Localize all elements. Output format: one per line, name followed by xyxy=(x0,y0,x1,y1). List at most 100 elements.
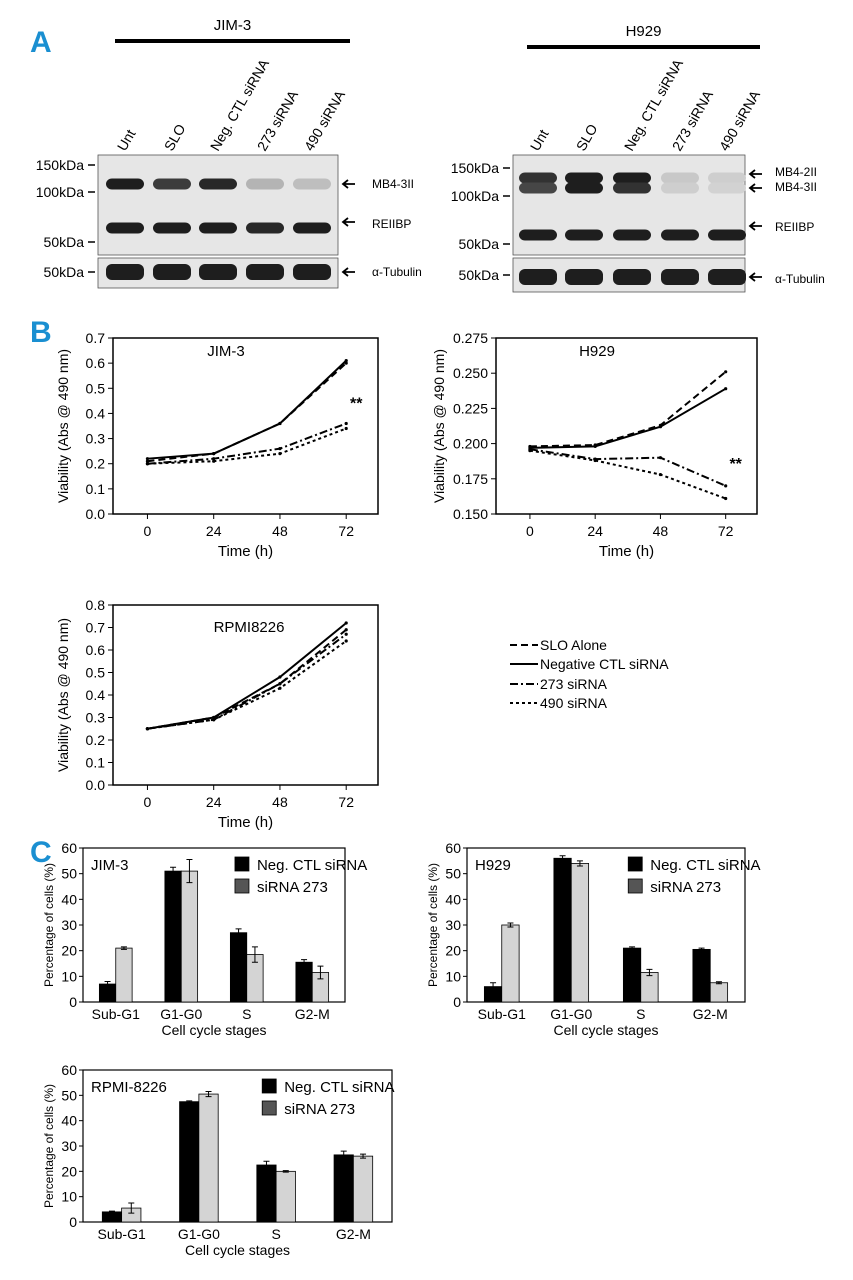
series-line-negative-ctl-sirna xyxy=(147,622,347,730)
error-bar xyxy=(205,1091,212,1098)
data-point xyxy=(145,457,150,461)
error-bar xyxy=(186,1100,193,1103)
band xyxy=(106,178,144,190)
series-line-273-sirna xyxy=(147,422,347,465)
x-tick-label: 72 xyxy=(338,794,354,810)
error-bar xyxy=(235,928,242,938)
data-point xyxy=(278,452,282,456)
error-bar xyxy=(251,946,258,963)
data-point xyxy=(724,484,728,488)
data-point xyxy=(212,718,216,722)
band xyxy=(246,222,284,234)
arrow-icon xyxy=(341,267,355,277)
y-tick-label: 0.6 xyxy=(86,642,106,658)
y-tick-label: 0.8 xyxy=(86,597,106,613)
band-label: MB4-3II xyxy=(372,177,414,191)
chart-title: JIM-3 xyxy=(207,343,245,360)
arrow-icon xyxy=(341,217,355,227)
band xyxy=(613,172,651,184)
y-axis-label: Viability (Abs @ 490 nm) xyxy=(55,618,71,772)
x-tick-label: 72 xyxy=(338,523,354,539)
y-tick-label: 10 xyxy=(61,1189,77,1205)
x-tick-label: 24 xyxy=(206,794,222,810)
data-point xyxy=(344,421,348,426)
y-tick-label: 0 xyxy=(69,1214,77,1230)
lane-label: Unt xyxy=(114,127,139,154)
y-tick-label: 0.4 xyxy=(86,687,106,703)
marker-label: 50kDa xyxy=(44,234,85,250)
bar-sirna-273 xyxy=(198,1093,219,1223)
y-tick-label: 30 xyxy=(61,1138,77,1154)
band xyxy=(613,229,651,241)
y-tick-label: 20 xyxy=(61,1163,77,1179)
x-axis-label: Time (h) xyxy=(599,543,654,560)
legend-swatch xyxy=(627,856,643,872)
legend-swatch xyxy=(234,878,250,894)
band xyxy=(106,264,144,280)
y-tick-label: 0.3 xyxy=(86,710,106,726)
significance-annotation: ** xyxy=(729,456,742,473)
y-tick-label: 0.225 xyxy=(453,400,488,416)
chart-title: H929 xyxy=(475,857,511,874)
bar-chart-h929: H929 0 10 20 30 40 50 60 Percentage of cells (%)… xyxy=(426,840,761,1038)
y-tick-label: 0.6 xyxy=(86,355,106,371)
data-point xyxy=(212,459,216,463)
data-point xyxy=(145,459,150,463)
band xyxy=(613,182,651,194)
y-tick-label: 50 xyxy=(61,1087,77,1103)
legend-swatch xyxy=(261,1100,277,1116)
bar-neg-ctl xyxy=(164,870,182,1003)
data-point xyxy=(344,632,348,636)
y-tick-label: 40 xyxy=(61,891,77,907)
data-point xyxy=(278,675,282,679)
arrow-icon xyxy=(748,272,762,282)
arrow-icon xyxy=(748,221,762,231)
plot-frame xyxy=(495,337,758,515)
data-point xyxy=(593,444,597,449)
line-chart-rpmi8226: RPMI8226 0.0 0.1 0.2 0.3 0.4 0.5 0.6 0.7 0.8 0 24 48… xyxy=(55,597,379,831)
band-label: MB4-2II xyxy=(775,165,817,179)
bar-sirna-273 xyxy=(501,924,520,1003)
band xyxy=(199,264,237,280)
x-tick-label: G2-M xyxy=(295,1006,330,1022)
series-line-slo-alone xyxy=(529,371,727,448)
x-tick-label: G2-M xyxy=(336,1226,371,1242)
y-tick-label: 10 xyxy=(61,968,77,984)
y-tick-label: 40 xyxy=(445,891,461,907)
band xyxy=(153,264,191,280)
viability-legend: SLO Alone Negative CTL siRNA 273 siRNA 4… xyxy=(510,637,669,711)
error-bar xyxy=(128,1202,135,1214)
line-chart-h929: H929 0.150 0.175 0.200 0.225 0.250 0.275 0 24 48 7… xyxy=(431,330,758,560)
error-bar xyxy=(282,1170,289,1173)
data-point xyxy=(344,639,348,643)
error-bar xyxy=(340,1150,347,1160)
legend-label-490: 490 siRNA xyxy=(540,695,608,711)
chart-title: RPMI-8226 xyxy=(91,1079,167,1096)
error-bar xyxy=(301,959,308,966)
panel-label-b: B xyxy=(30,316,52,349)
y-tick-label: 0 xyxy=(453,994,461,1010)
arrow-icon xyxy=(748,169,762,179)
bar-neg-ctl xyxy=(333,1154,354,1223)
legend-swatch xyxy=(627,878,643,894)
bar-sirna-273 xyxy=(180,870,199,1003)
error-bar xyxy=(360,1153,367,1159)
x-tick-label: 48 xyxy=(272,523,288,539)
band xyxy=(661,229,699,241)
y-axis-label: Percentage of cells (%) xyxy=(426,863,440,987)
error-bar xyxy=(698,947,705,952)
y-tick-label: 0.2 xyxy=(86,456,106,472)
lane-label: Unt xyxy=(527,127,552,154)
y-tick-label: 0 xyxy=(69,994,77,1010)
error-bar xyxy=(108,1210,115,1214)
y-axis-label: Viability (Abs @ 490 nm) xyxy=(431,349,447,503)
chart-title: H929 xyxy=(579,343,615,360)
error-bar xyxy=(186,859,193,884)
panel-label-a: A xyxy=(30,26,52,59)
error-bar xyxy=(263,1160,270,1170)
x-tick-label: 24 xyxy=(587,523,603,539)
band xyxy=(519,182,557,194)
band xyxy=(661,269,699,285)
band xyxy=(565,182,603,194)
